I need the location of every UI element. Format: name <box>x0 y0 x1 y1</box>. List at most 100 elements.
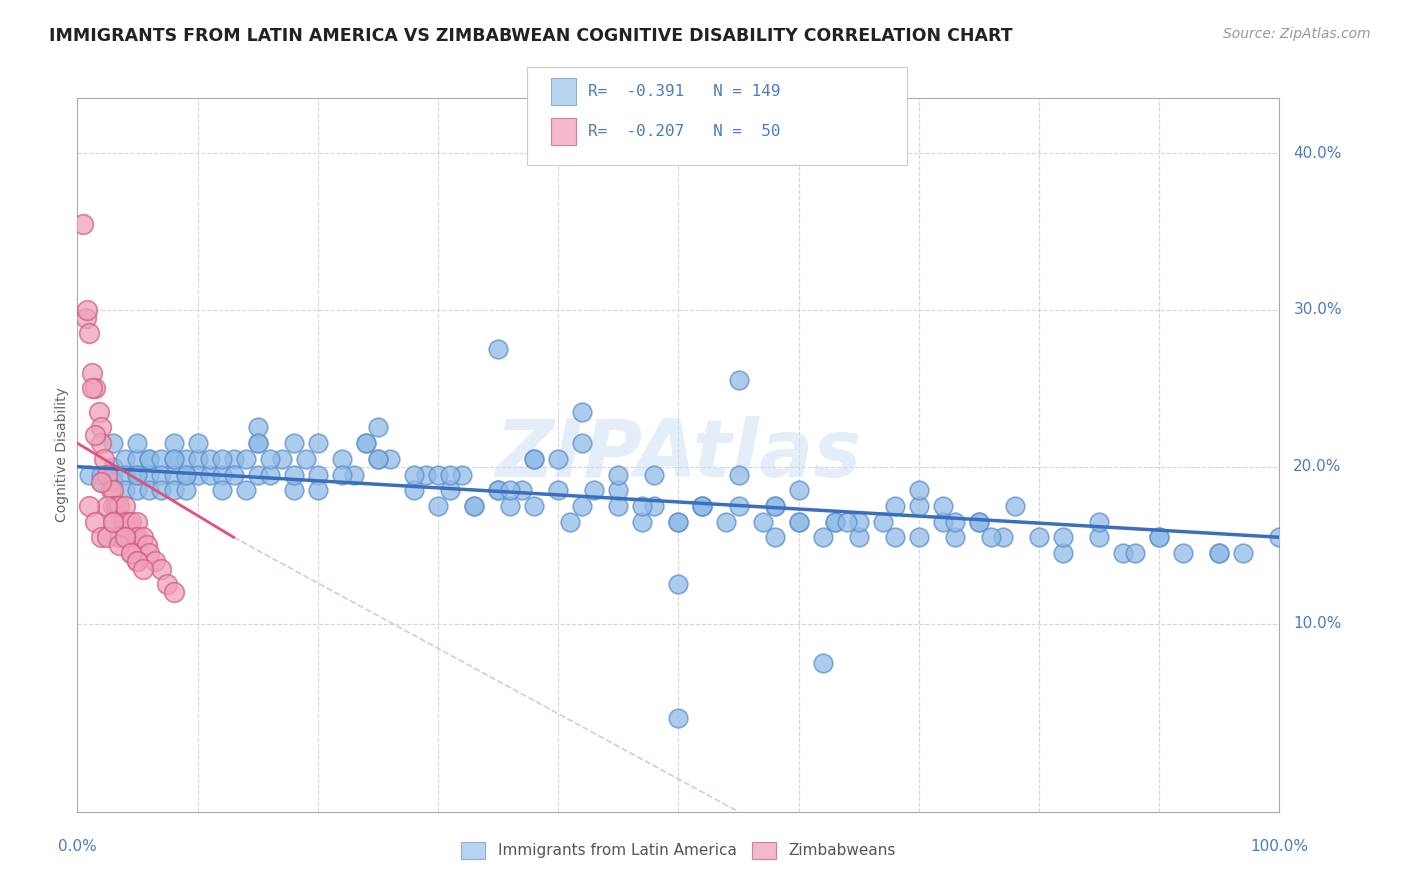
Point <box>127 515 149 529</box>
Point <box>727 467 749 482</box>
Point <box>932 515 955 529</box>
Point <box>932 499 955 513</box>
Point <box>486 483 509 498</box>
Legend: Immigrants from Latin America, Zimbabweans: Immigrants from Latin America, Zimbabwea… <box>456 836 901 864</box>
Point <box>270 451 292 466</box>
Point <box>156 577 179 591</box>
Point <box>883 499 905 513</box>
Point <box>367 451 389 466</box>
Point <box>692 499 714 513</box>
Point <box>103 436 125 450</box>
Point <box>1028 530 1050 544</box>
Point <box>108 538 131 552</box>
Point <box>631 499 654 513</box>
Point <box>127 436 149 450</box>
Point <box>1208 546 1230 560</box>
Point <box>96 499 118 513</box>
Text: 30.0%: 30.0% <box>1294 302 1341 318</box>
Point <box>668 515 690 529</box>
Point <box>848 530 870 544</box>
Point <box>643 499 665 513</box>
Point <box>127 467 149 482</box>
Point <box>246 436 269 450</box>
Point <box>138 467 160 482</box>
Point <box>103 483 125 498</box>
Point <box>246 420 269 434</box>
Text: 0.0%: 0.0% <box>58 839 97 855</box>
Point <box>132 561 155 575</box>
Point <box>127 530 149 544</box>
Point <box>114 483 136 498</box>
Point <box>79 326 101 341</box>
Point <box>439 483 461 498</box>
Point <box>943 515 966 529</box>
Point <box>908 483 931 498</box>
Point <box>103 499 125 513</box>
Point <box>198 451 221 466</box>
Point <box>330 467 353 482</box>
Point <box>114 451 136 466</box>
Point <box>631 515 654 529</box>
Point <box>75 310 97 325</box>
Point <box>84 428 107 442</box>
Point <box>145 554 167 568</box>
Point <box>235 483 257 498</box>
Point <box>1149 530 1171 544</box>
Point <box>76 302 98 317</box>
Point <box>162 483 184 498</box>
Point <box>607 499 630 513</box>
Text: 10.0%: 10.0% <box>1294 616 1341 631</box>
Point <box>84 381 107 395</box>
Point <box>246 436 269 450</box>
Point <box>402 467 425 482</box>
Point <box>547 451 569 466</box>
Point <box>727 499 749 513</box>
Point <box>1112 546 1135 560</box>
Point <box>124 530 146 544</box>
Point <box>93 451 115 466</box>
Point <box>108 499 131 513</box>
Text: 40.0%: 40.0% <box>1294 145 1341 161</box>
Point <box>132 530 155 544</box>
Text: R=  -0.391   N = 149: R= -0.391 N = 149 <box>588 85 780 99</box>
Point <box>79 499 101 513</box>
Point <box>571 499 593 513</box>
Point <box>259 451 281 466</box>
Point <box>1052 530 1074 544</box>
Point <box>787 515 810 529</box>
Point <box>127 451 149 466</box>
Point <box>104 499 127 513</box>
Point <box>211 483 233 498</box>
Point <box>162 467 184 482</box>
Point <box>1088 515 1111 529</box>
Point <box>908 499 931 513</box>
Point <box>427 499 450 513</box>
Point <box>1173 546 1195 560</box>
Point <box>138 546 160 560</box>
Point <box>824 515 846 529</box>
Point <box>150 467 173 482</box>
Point <box>150 483 173 498</box>
Point <box>824 515 846 529</box>
Point <box>763 499 786 513</box>
Point <box>967 515 990 529</box>
Point <box>307 483 329 498</box>
Point <box>1232 546 1254 560</box>
Point <box>114 530 136 544</box>
Point <box>499 483 522 498</box>
Point <box>127 554 149 568</box>
Point <box>127 483 149 498</box>
Point <box>439 467 461 482</box>
Point <box>90 530 112 544</box>
Point <box>378 451 401 466</box>
Text: 100.0%: 100.0% <box>1250 839 1309 855</box>
Point <box>463 499 485 513</box>
Y-axis label: Cognitive Disability: Cognitive Disability <box>55 387 69 523</box>
Point <box>1123 546 1146 560</box>
Point <box>103 515 125 529</box>
Point <box>908 530 931 544</box>
Point <box>162 451 184 466</box>
Point <box>174 483 197 498</box>
Point <box>980 530 1002 544</box>
Point <box>343 467 366 482</box>
